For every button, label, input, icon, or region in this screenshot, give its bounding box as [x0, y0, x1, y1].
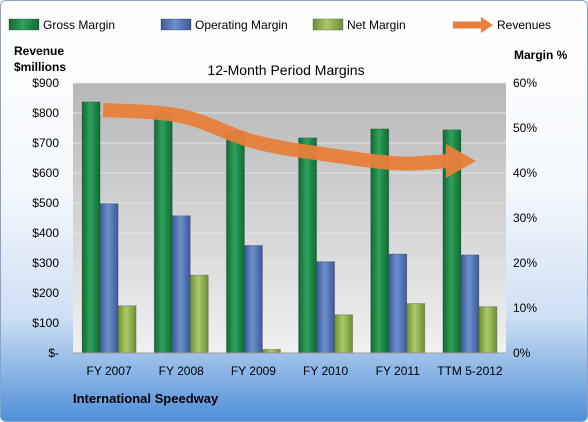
- bar-operating-margin-ttm-5-2012: [460, 254, 480, 354]
- x-tick-label: FY 2008: [159, 364, 204, 378]
- legend-swatch-net-margin: [312, 18, 344, 31]
- bar-net-margin-fy-2010: [334, 314, 354, 354]
- chart-title: 12-Month Period Margins: [207, 62, 364, 78]
- bar-gross-margin-fy-2007: [81, 101, 101, 354]
- legend-label-revenues: Revenues: [497, 18, 551, 32]
- bar-net-margin-fy-2008: [189, 274, 209, 354]
- revenues-arrowhead: [445, 144, 476, 178]
- bar-operating-margin-fy-2010: [316, 261, 336, 354]
- legend-label-gross-margin: Gross Margin: [43, 18, 115, 32]
- legend-swatch-gross-margin: [8, 18, 40, 31]
- bar-operating-margin-fy-2008: [171, 215, 191, 354]
- left-tick-label: $200: [32, 286, 59, 300]
- left-tick-label: $900: [32, 76, 59, 90]
- left-tick-label: $300: [32, 256, 59, 270]
- right-axis-label: Margin %: [514, 48, 568, 62]
- bar-net-margin-ttm-5-2012: [478, 306, 498, 354]
- bar-gross-margin-fy-2008: [153, 111, 173, 354]
- bar-net-margin-fy-2007: [117, 305, 137, 354]
- company-name: International Speedway: [73, 391, 219, 406]
- left-tick-label: $800: [32, 106, 59, 120]
- bar-operating-margin-fy-2007: [99, 203, 119, 354]
- right-tick-label: 20%: [513, 256, 537, 270]
- bar-gross-margin-fy-2009: [225, 131, 245, 354]
- x-tick-label: TTM 5-2012: [437, 364, 503, 378]
- plot-area: [73, 83, 506, 353]
- right-tick-label: 60%: [513, 76, 537, 90]
- x-tick-label: FY 2011: [376, 364, 421, 378]
- right-tick-label: 10%: [513, 301, 537, 315]
- x-tick-label: FY 2007: [87, 364, 132, 378]
- legend-label-operating-margin: Operating Margin: [195, 18, 288, 32]
- left-tick-label: $-: [48, 346, 59, 360]
- bar-net-margin-fy-2009: [261, 348, 281, 354]
- legend-swatch-operating-margin: [160, 18, 192, 31]
- left-tick-label: $400: [32, 226, 59, 240]
- right-tick-label: 50%: [513, 121, 537, 135]
- bar-operating-margin-fy-2011: [388, 253, 408, 354]
- left-tick-label: $100: [32, 316, 59, 330]
- right-tick-label: 30%: [513, 211, 537, 225]
- bar-gross-margin-fy-2010: [298, 137, 318, 354]
- left-tick-label: $700: [32, 136, 59, 150]
- bar-operating-margin-fy-2009: [243, 244, 263, 354]
- bar-net-margin-fy-2011: [406, 303, 426, 354]
- left-tick-label: $600: [32, 166, 59, 180]
- left-axis-label-line1: Revenue: [14, 44, 64, 58]
- right-tick-label: 40%: [513, 166, 537, 180]
- left-axis-label-line2: $millions: [14, 60, 66, 74]
- x-tick-label: FY 2010: [303, 364, 348, 378]
- right-tick-label: 0%: [513, 346, 531, 360]
- left-tick-label: $500: [32, 196, 59, 210]
- legend-arrow-revenues: [481, 17, 493, 33]
- x-tick-label: FY 2009: [231, 364, 276, 378]
- legend-label-net-margin: Net Margin: [347, 18, 406, 32]
